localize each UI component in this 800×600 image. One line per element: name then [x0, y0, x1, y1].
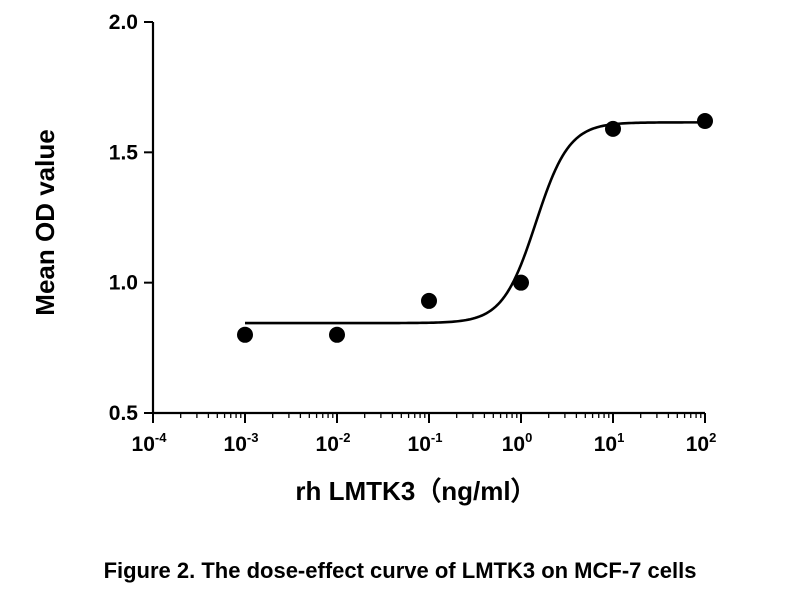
x-tick-base: 10 — [686, 433, 709, 456]
x-tick-base: 10 — [502, 433, 525, 456]
dose-effect-chart: 0.51.01.52.010-4 10-3 10-2 10-1 100 101 102rh … — [30, 11, 717, 506]
x-tick-base: 10 — [224, 433, 247, 456]
y-tick-label: 1.0 — [109, 272, 138, 295]
x-tick-exponent: -3 — [247, 430, 259, 445]
data-point — [605, 120, 621, 137]
data-point — [697, 113, 713, 130]
x-tick-exponent: 2 — [709, 430, 716, 445]
x-tick-exponent: 0 — [525, 430, 532, 445]
y-tick-label: 1.5 — [109, 141, 139, 164]
fit-curve — [245, 121, 706, 325]
x-tick-base: 10 — [408, 433, 431, 456]
x-tick-exponent: -2 — [339, 430, 351, 445]
y-tick-label: 0.5 — [109, 402, 139, 425]
x-tick-label: 100 — [502, 430, 533, 456]
x-tick-base: 10 — [594, 433, 617, 456]
x-tick-base: 10 — [316, 433, 339, 456]
figure-caption: Figure 2. The dose-effect curve of LMTK3… — [103, 558, 697, 583]
y-axis-title: Mean OD value — [30, 129, 60, 315]
data-point — [421, 292, 437, 309]
y-tick-label: 2.0 — [109, 11, 138, 34]
x-tick-label: 10-2 — [316, 430, 351, 456]
data-point — [513, 274, 529, 291]
x-tick-exponent: 1 — [617, 430, 624, 445]
x-tick-label: 10-4 — [132, 430, 168, 456]
x-tick-exponent: -1 — [431, 430, 443, 445]
x-tick-label: 102 — [686, 430, 717, 456]
x-tick-label: 10-3 — [224, 430, 259, 456]
x-tick-label: 101 — [594, 430, 625, 456]
x-tick-base: 10 — [132, 433, 155, 456]
data-point — [329, 326, 345, 343]
x-tick-exponent: -4 — [155, 430, 167, 445]
data-point — [237, 326, 253, 343]
x-tick-label: 10-1 — [408, 430, 443, 456]
x-axis-title: rh LMTK3（ng/ml） — [295, 476, 536, 506]
